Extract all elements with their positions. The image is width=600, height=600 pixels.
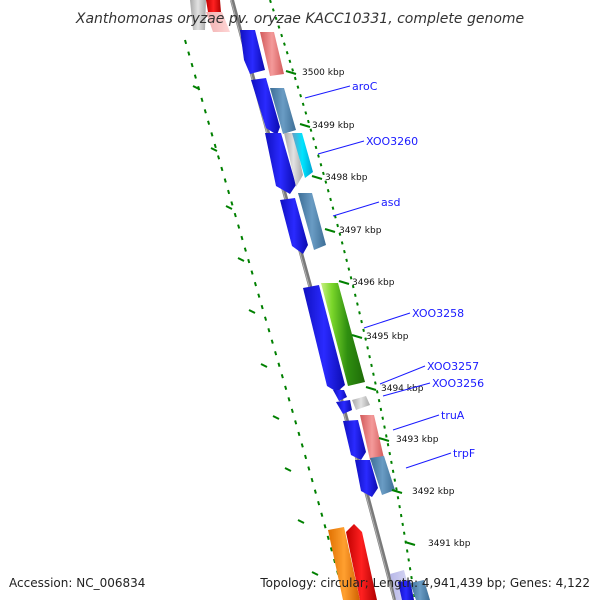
feature-gray <box>284 133 303 187</box>
feature-green <box>321 283 365 386</box>
inner-dotted-ring <box>269 0 416 600</box>
kbp-tick <box>391 489 403 494</box>
kbp-tick <box>324 228 336 233</box>
gene-label-xoo3256[interactable]: XOO3256 <box>432 377 484 390</box>
cds-arrow <box>265 133 296 194</box>
kbp-tick <box>285 70 297 75</box>
outer-ring-ticks <box>192 85 319 576</box>
kbp-tick <box>311 175 323 180</box>
kbp-tick <box>365 386 377 391</box>
cds-arrow <box>333 390 347 401</box>
feature-salmon <box>360 415 384 460</box>
gene-label-xoo3260[interactable]: XOO3260 <box>366 135 418 148</box>
kbp-tick <box>351 334 363 339</box>
kbp-tick-label: 3492 kbp <box>412 487 455 497</box>
kbp-scale: 3500 kbp 3499 kbp 3498 kbp 3497 kbp 3496 kbp… <box>285 68 471 549</box>
gene-leader-line <box>304 85 351 99</box>
kbp-tick <box>299 123 311 128</box>
genome-stats: Topology: circular; Length: 4,941,439 bp… <box>259 576 590 590</box>
gene-label-aroc[interactable]: aroC <box>352 80 378 93</box>
gene-label-trua[interactable]: truA <box>441 409 465 422</box>
kbp-tick-label: 3495 kbp <box>366 332 409 342</box>
feature-steelblue <box>370 456 395 495</box>
feature-red-top <box>206 0 221 12</box>
feature-steelblue <box>410 580 430 600</box>
gene-leader-line <box>405 452 452 469</box>
feature-red <box>346 524 377 600</box>
map-title: Xanthomonas oryzae pv. oryzae KACC10331,… <box>75 11 524 27</box>
feature-steelblue <box>270 88 296 134</box>
cds-arrow <box>336 400 352 414</box>
cds-arrow <box>240 30 265 74</box>
gene-leader-line <box>392 414 440 431</box>
gene-leader-line <box>382 382 431 397</box>
feature-cyan <box>292 133 313 178</box>
ring-tick <box>237 257 245 262</box>
kbp-tick-label: 3500 kbp <box>302 68 345 78</box>
kbp-tick-label: 3496 kbp <box>352 278 395 288</box>
feature-steelblue <box>298 193 326 250</box>
gene-label-trpf[interactable]: trpF <box>453 447 475 460</box>
ring-tick <box>210 147 218 152</box>
gene-label-xoo3258[interactable]: XOO3258 <box>412 307 464 320</box>
ring-tick <box>284 467 292 472</box>
kbp-tick-label: 3491 kbp <box>428 539 471 549</box>
feature-gray-small <box>352 396 370 410</box>
gene-leader-line <box>317 140 365 155</box>
cds-arrow <box>303 285 345 392</box>
ring-tick <box>297 519 305 524</box>
kbp-tick-label: 3494 kbp <box>381 384 424 394</box>
feature-orange <box>328 527 360 600</box>
cds-arrow <box>280 198 308 254</box>
kbp-tick <box>404 541 416 546</box>
kbp-tick-label: 3498 kbp <box>325 173 368 183</box>
ring-tick <box>311 571 319 576</box>
gene-labels: aroC XOO3260 asd XOO3258 XOO3257 XOO3256 truA t… <box>304 80 484 469</box>
feature-salmon <box>260 32 284 76</box>
gene-leader-line <box>379 365 426 385</box>
accession-label: Accession: NC_006834 <box>9 576 145 590</box>
feature-pink-top <box>206 12 230 32</box>
gene-label-xoo3257[interactable]: XOO3257 <box>427 360 479 373</box>
ring-tick <box>260 363 268 368</box>
feature-gray-top <box>190 0 206 30</box>
outer-dotted-ring <box>184 39 346 600</box>
cds-arrow <box>398 580 414 600</box>
kbp-tick-label: 3493 kbp <box>396 435 439 445</box>
kbp-tick-label: 3497 kbp <box>339 226 382 236</box>
cds-arrow <box>343 420 366 460</box>
kbp-tick <box>378 437 390 442</box>
kbp-tick <box>338 280 350 285</box>
kbp-tick-label: 3499 kbp <box>312 121 355 131</box>
ring-tick <box>272 415 280 420</box>
cds-arrow <box>251 78 280 135</box>
ring-tick <box>248 309 256 314</box>
gene-label-asd[interactable]: asd <box>381 196 400 209</box>
gene-leader-line <box>363 312 411 329</box>
ring-tick <box>192 85 200 90</box>
gene-leader-line <box>332 201 380 217</box>
cds-arrow <box>355 460 378 497</box>
ring-tick <box>225 205 233 210</box>
